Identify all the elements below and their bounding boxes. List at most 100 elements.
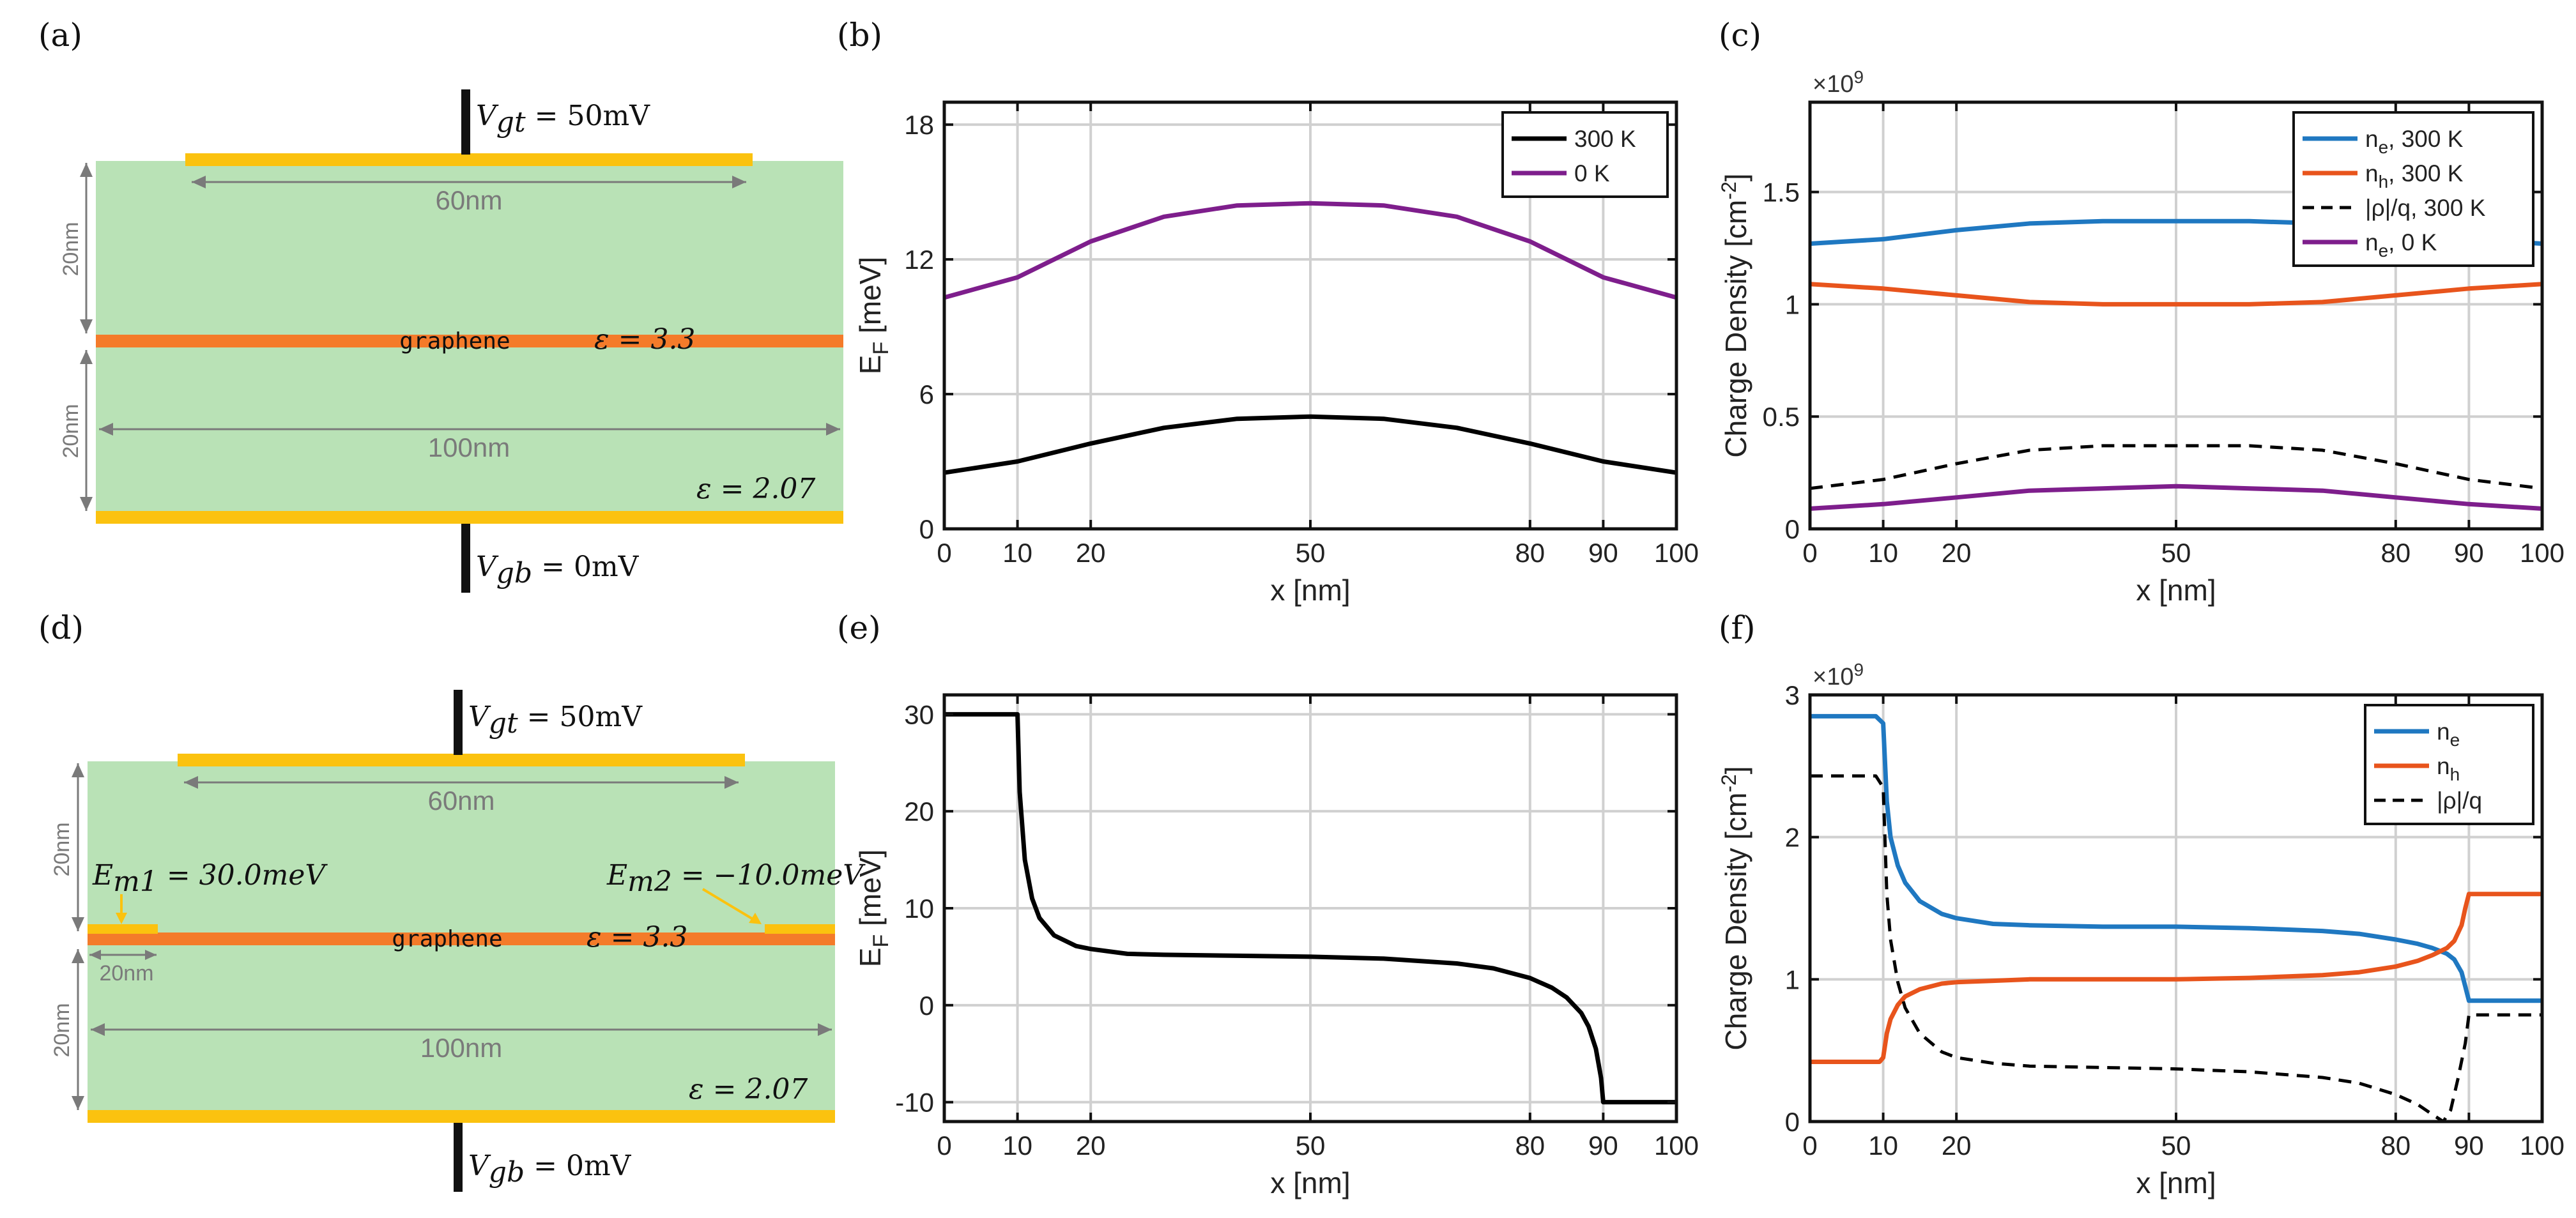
panel-label-d: (d): [38, 609, 84, 646]
xtick-label-f-5: 90: [2454, 1130, 2484, 1161]
chart-f-charge-density: 0 10 20 50 80 90 100 0 1 2 3 x [nm] Charge Density […: [1717, 660, 2564, 1199]
ytick-label-c-3: 1.5: [1763, 178, 1800, 208]
series-line-b-1: [944, 201, 1677, 300]
dielectric-top-d: [88, 761, 835, 934]
xtick-label-e-1: 10: [1002, 1130, 1032, 1161]
ytick-label-f-2: 2: [1785, 823, 1800, 853]
dim-label-100nm-a: 100nm: [428, 432, 510, 462]
legend-label-f-1: nh: [2437, 753, 2460, 784]
legend-label-c-2: |ρ|/q, 300 K: [2365, 195, 2486, 221]
eps-graphene-label-a: ε = 3.3: [594, 323, 695, 356]
xtick-label-c-6: 100: [2520, 538, 2564, 568]
series-line-c-1: [1809, 282, 2543, 307]
xlabel-c: x [nm]: [2136, 574, 2216, 607]
ytick-label-f-1: 1: [1785, 964, 1800, 994]
axis-multiplier-c: ×109: [1813, 67, 1864, 98]
xtick-label-b-4: 80: [1515, 538, 1545, 568]
vgb-label-a: Vgb = 0mV: [476, 551, 640, 590]
xlabel-f: x [nm]: [2136, 1166, 2216, 1199]
top-gate-a: [185, 153, 753, 166]
panel-label-e: (e): [837, 609, 881, 646]
xtick-label-e-5: 90: [1588, 1130, 1618, 1161]
xtick-label-b-3: 50: [1296, 538, 1326, 568]
legend-label-c-1: nh, 300 K: [2365, 160, 2464, 192]
xtick-label-f-4: 80: [2380, 1130, 2411, 1161]
panel-label-c: (c): [1719, 17, 1761, 54]
ytick-label-c-0: 0: [1785, 514, 1800, 544]
xlabel-b: x [nm]: [1270, 574, 1350, 607]
bottom-gate-d: [88, 1110, 835, 1123]
ytick-label-b-1: 6: [919, 379, 934, 409]
xtick-label-c-0: 0: [1802, 538, 1817, 568]
top-gate-d: [178, 754, 745, 766]
em1-arrow: [116, 894, 127, 924]
xtick-label-b-5: 90: [1588, 538, 1618, 568]
legend-b: 300 K 0 K: [1501, 111, 1669, 198]
ytick-label-c-2: 1: [1785, 289, 1800, 319]
xtick-label-b-2: 20: [1076, 538, 1106, 568]
dim-label-60nm-d: 60nm: [427, 786, 494, 816]
dim-contact-d: [89, 950, 157, 960]
graphene-layer-d: [88, 933, 835, 945]
series-line-c-3: [1809, 483, 2543, 511]
ytick-label-e-2: 10: [904, 894, 934, 924]
top-electrode-d: [454, 690, 463, 755]
xtick-label-f-1: 10: [1868, 1130, 1898, 1161]
ytick-label-e-0: -10: [895, 1088, 934, 1118]
xtick-label-f-6: 100: [2520, 1130, 2564, 1161]
ytick-label-b-2: 12: [904, 245, 934, 275]
dim-bottom-thickness-a: [80, 350, 93, 511]
xtick-label-f-3: 50: [2161, 1130, 2191, 1161]
series-line-e-0: [944, 712, 1676, 1105]
panel-label-a: (a): [38, 17, 82, 54]
dim-label-contact-d: 20nm: [99, 961, 153, 986]
dim-label-100nm-d: 100nm: [420, 1033, 502, 1063]
xtick-label-c-2: 20: [1942, 538, 1972, 568]
dim-label-top-thickness-d: 20nm: [50, 822, 74, 876]
graphene-layer-a: [96, 335, 843, 347]
legend-label-f-0: ne: [2437, 719, 2460, 750]
ytick-label-f-0: 0: [1785, 1107, 1800, 1137]
xtick-label-b-6: 100: [1654, 538, 1699, 568]
vgb-label-d: Vgb = 0mV: [468, 1150, 632, 1189]
device-diagram-a: Vgt = 50mV Vgb = 0mV 60nm 100nm 20nm: [59, 89, 843, 593]
xtick-label-b-1: 10: [1002, 538, 1032, 568]
dim-bottom-thickness-d: [72, 949, 84, 1110]
ytick-label-b-0: 0: [919, 514, 934, 544]
bottom-gate-a: [96, 511, 843, 524]
bottom-electrode-d: [454, 1123, 463, 1192]
series-line-f-2: [1810, 774, 2542, 1123]
ytick-label-c-1: 0.5: [1763, 402, 1800, 432]
legend-label-c-3: ne, 0 K: [2365, 229, 2437, 261]
dim-top-thickness-d: [72, 763, 84, 931]
xtick-label-b-0: 0: [937, 538, 951, 568]
axis-multiplier-f: ×109: [1813, 660, 1864, 690]
xtick-label-c-3: 50: [2161, 538, 2191, 568]
dim-device-d: [91, 1023, 832, 1036]
graphene-label-d: graphene: [392, 926, 502, 952]
legend-label-c-0: ne, 300 K: [2365, 126, 2464, 157]
vgt-label-d: Vgt = 50mV: [468, 701, 643, 740]
ytick-label-e-4: 30: [904, 699, 934, 729]
ytick-label-e-1: 0: [919, 991, 934, 1021]
xtick-label-e-2: 20: [1076, 1130, 1106, 1161]
xtick-label-e-3: 50: [1296, 1130, 1326, 1161]
series-line-f-0: [1810, 713, 2542, 1003]
contact-right-d: [765, 924, 835, 934]
eps-substrate-label-d: ε = 2.07: [689, 1073, 808, 1106]
vgt-label-a: Vgt = 50mV: [476, 100, 650, 139]
xtick-label-e-0: 0: [937, 1130, 951, 1161]
xtick-label-c-5: 90: [2454, 538, 2484, 568]
dim-top-gate-d: [184, 776, 739, 789]
xtick-label-f-0: 0: [1802, 1130, 1817, 1161]
em2-label: Em2 = −10.0meV: [606, 859, 866, 898]
series-line-c-2: [1809, 444, 2543, 491]
legend-label-b-1: 0 K: [1574, 160, 1610, 187]
ylabel-e: EF [meV]: [854, 849, 893, 967]
dim-label-60nm-a: 60nm: [435, 185, 502, 215]
top-electrode-a: [461, 89, 470, 155]
eps-substrate-label-a: ε = 2.07: [696, 473, 815, 505]
